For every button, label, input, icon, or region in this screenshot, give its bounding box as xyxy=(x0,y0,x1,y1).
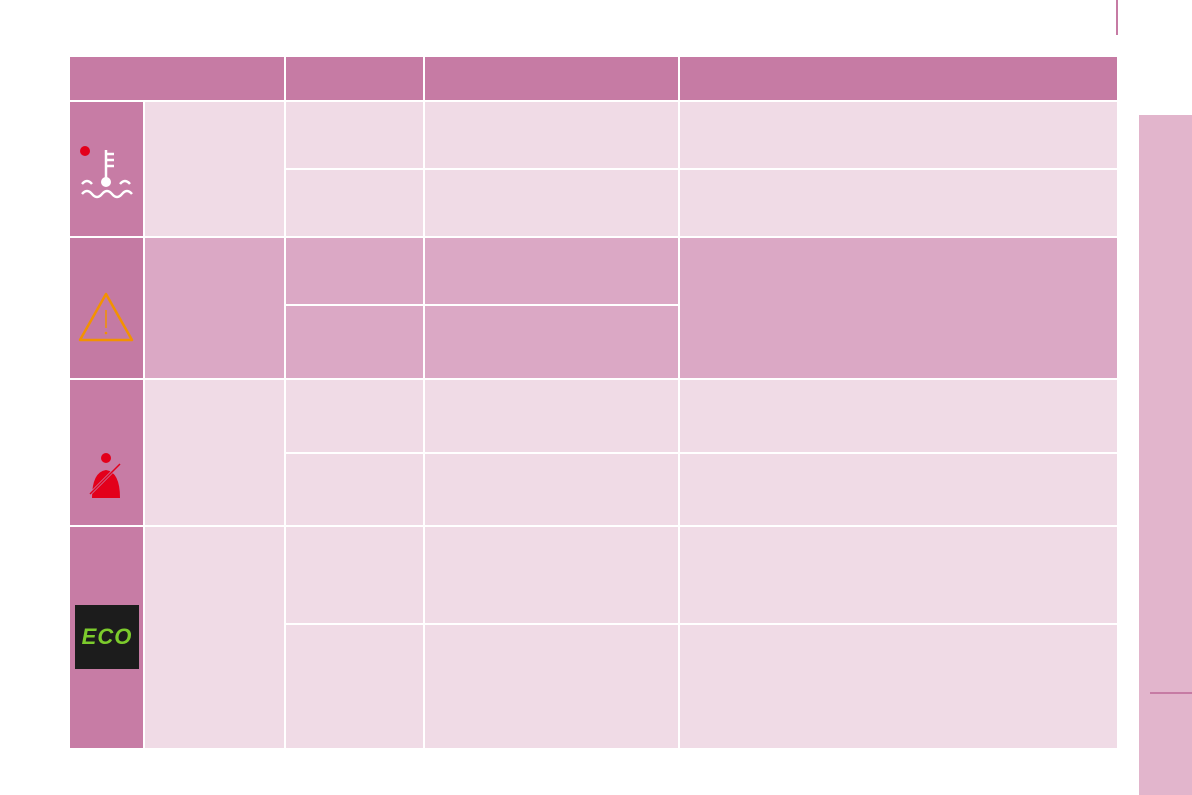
cell xyxy=(286,170,423,236)
cell xyxy=(145,527,284,748)
icon-cell xyxy=(70,102,143,236)
cell xyxy=(286,625,423,748)
cell xyxy=(680,527,1117,623)
cell xyxy=(680,380,1117,452)
cell xyxy=(425,527,678,623)
header-cell xyxy=(680,57,1117,100)
cell xyxy=(286,454,423,525)
eco-icon: ECO xyxy=(75,605,139,669)
icon-cell xyxy=(70,238,143,378)
cell xyxy=(425,238,678,304)
icon-cell xyxy=(70,380,143,525)
cell xyxy=(286,102,423,168)
cell xyxy=(680,102,1117,168)
side-tab-rule xyxy=(1150,692,1192,694)
cell xyxy=(680,454,1117,525)
cell xyxy=(286,306,423,378)
icon-cell: ECO xyxy=(70,527,143,748)
cell xyxy=(425,454,678,525)
cell xyxy=(425,306,678,378)
eco-label: ECO xyxy=(81,624,133,649)
cell xyxy=(680,625,1117,748)
cell xyxy=(425,102,678,168)
cell xyxy=(680,238,1117,378)
seatbelt-icon xyxy=(86,453,122,498)
header-cell xyxy=(286,57,423,100)
temperature-icon xyxy=(80,146,133,199)
top-rule xyxy=(1116,0,1118,35)
cell xyxy=(286,527,423,623)
warning-icon xyxy=(78,292,134,342)
side-tab xyxy=(1139,115,1192,795)
cell xyxy=(286,238,423,304)
cell xyxy=(286,380,423,452)
cell xyxy=(680,170,1117,236)
header-cell xyxy=(70,57,284,100)
cell xyxy=(145,102,284,236)
cell xyxy=(425,625,678,748)
cell xyxy=(425,380,678,452)
cell xyxy=(145,238,284,378)
cell xyxy=(145,380,284,525)
header-cell xyxy=(425,57,678,100)
cell xyxy=(425,170,678,236)
